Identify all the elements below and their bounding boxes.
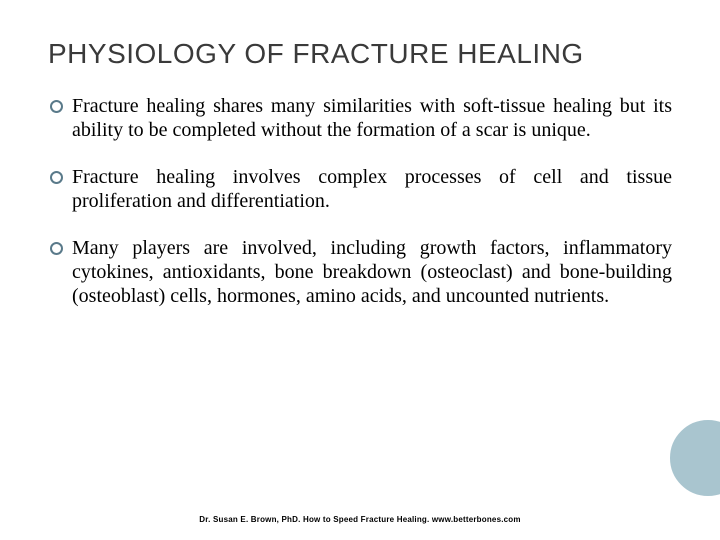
slide-title: PHYSIOLOGY OF FRACTURE HEALING bbox=[48, 38, 672, 70]
bullet-item: Fracture healing shares many similaritie… bbox=[48, 94, 672, 143]
footer-citation: Dr. Susan E. Brown, PhD. How to Speed Fr… bbox=[0, 515, 720, 524]
bullet-item: Many players are involved, including gro… bbox=[48, 236, 672, 309]
slide: PHYSIOLOGY OF FRACTURE HEALING Fracture … bbox=[0, 0, 720, 540]
accent-circle bbox=[666, 416, 720, 500]
bullet-item: Fracture healing involves complex proces… bbox=[48, 165, 672, 214]
bullet-list: Fracture healing shares many similaritie… bbox=[48, 94, 672, 309]
